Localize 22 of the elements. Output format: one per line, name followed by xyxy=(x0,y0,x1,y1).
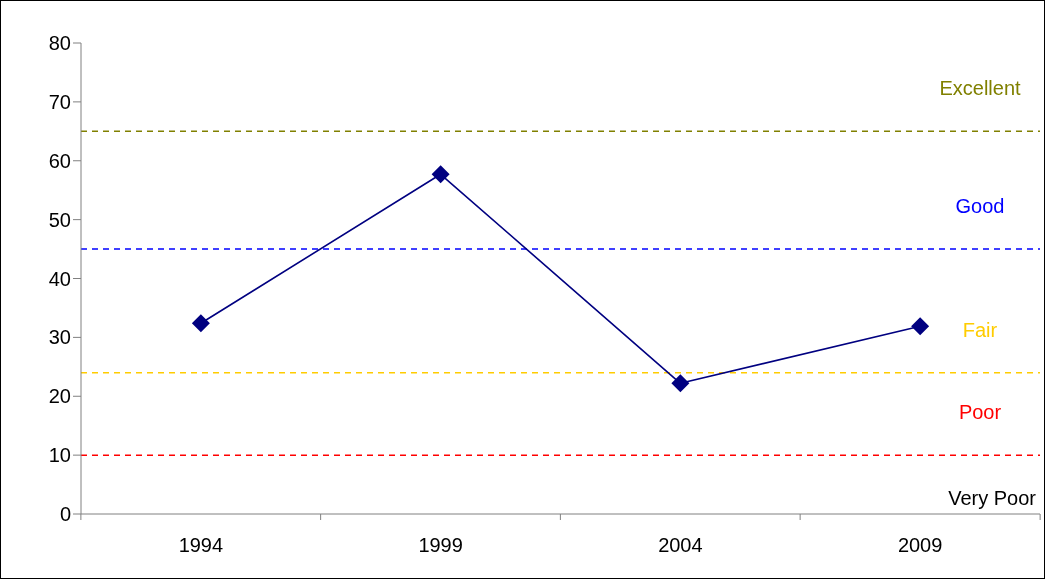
ref-line-label: Poor xyxy=(958,401,1002,424)
y-tick-label: 40 xyxy=(48,267,71,290)
ref-line-label: Excellent xyxy=(939,77,1022,100)
y-tick-label: 20 xyxy=(48,385,71,408)
point xyxy=(671,374,690,393)
point xyxy=(191,314,210,333)
y-tick-label: 50 xyxy=(48,208,71,231)
y-tick-label: 60 xyxy=(48,149,71,172)
point xyxy=(911,317,930,336)
y-tick-label: 80 xyxy=(48,32,71,55)
x-tick-label: 1994 xyxy=(178,534,224,556)
annotation: Very Poor xyxy=(948,486,1036,510)
y-tick-label: 0 xyxy=(59,503,71,526)
ref-line-label: Good xyxy=(955,195,1005,218)
x-tick-label: 2009 xyxy=(897,534,943,556)
y-tick-label: 10 xyxy=(48,444,71,467)
x-tick-label: 2004 xyxy=(658,534,703,556)
x-tick-label: 1999 xyxy=(418,534,463,556)
point xyxy=(431,165,450,184)
y-tick-label: 30 xyxy=(48,326,71,349)
ref-line-label: Fair xyxy=(962,318,998,341)
y-tick-label: 70 xyxy=(48,90,71,113)
